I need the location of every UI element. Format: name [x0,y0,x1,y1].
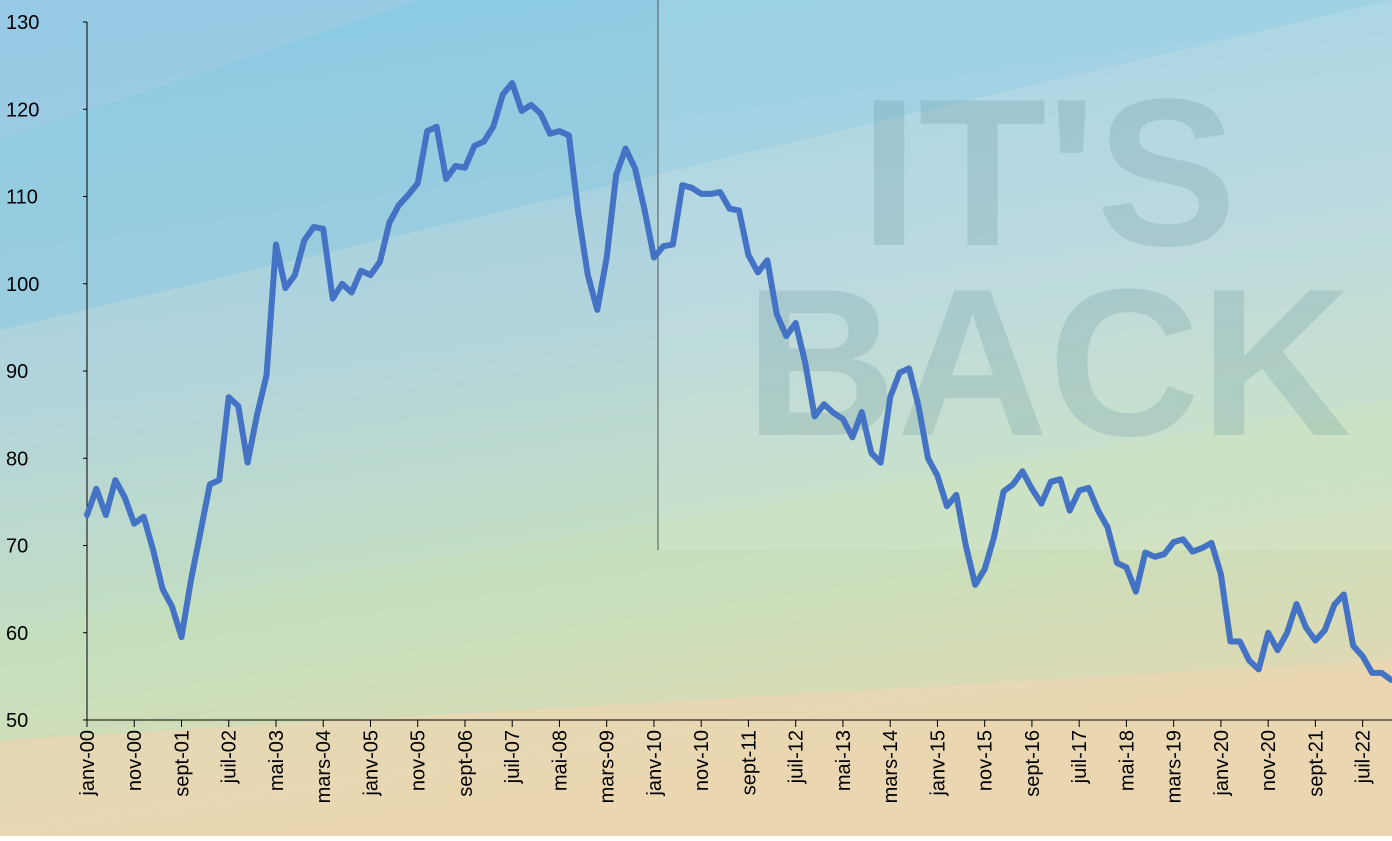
x-tick-label: sept-16 [1022,730,1044,797]
x-tick-label: sept-06 [455,730,477,797]
x-tick-label: mars-09 [597,730,619,803]
y-tick-label: 120 [6,99,39,121]
x-tick-label: janv-15 [927,730,949,797]
x-tick-label: juil-22 [1353,730,1375,784]
bg-shape [0,0,1392,330]
x-tick-label: mai-18 [1116,730,1138,791]
x-tick-label: mars-04 [313,730,335,803]
x-tick-label: mars-19 [1164,730,1186,803]
y-tick-label: 90 [6,361,28,383]
y-tick-label: 50 [6,710,28,732]
x-tick-label: nov-15 [975,730,997,791]
y-tick-label: 80 [6,448,28,470]
x-tick-label: mai-03 [266,730,288,791]
x-tick-label: sept-11 [738,730,760,795]
x-tick-label: mai-13 [833,730,855,791]
y-tick-label: 130 [6,12,39,34]
x-tick-label: janv-10 [644,730,666,797]
x-tick-label: juil-12 [786,730,808,784]
x-tick-label: juil-02 [219,730,241,784]
watermark-text: BACK [745,245,1352,480]
x-tick-label: janv-20 [1211,730,1233,797]
x-tick-label: sept-21 [1305,730,1327,797]
x-tick-label: mars-14 [880,730,902,803]
x-tick-label: janv-00 [77,730,99,797]
x-tick-label: juil-07 [502,730,524,784]
line [84,80,1392,683]
y-tick-label: 100 [6,274,39,296]
x-tick-label: nov-05 [408,730,430,791]
x-tick-label: nov-00 [124,730,146,791]
bg-shape [0,0,420,140]
bg-shape [0,660,1392,836]
watermark: IT'S BACK [745,55,1352,480]
x-tick-label: nov-10 [691,730,713,791]
x-tick-label: juil-17 [1069,730,1091,784]
x-tick-label: nov-20 [1258,730,1280,791]
overlay [658,0,1392,550]
y-tick-label: 60 [6,623,28,645]
y-tick-label: 70 [6,536,28,558]
x-tick-label: sept-01 [171,730,193,797]
y-tick-label: 110 [6,187,38,209]
watermark-text: IT'S [860,55,1237,290]
x-tick-label: janv-05 [360,730,382,797]
x-tick-label: mai-08 [549,730,571,791]
